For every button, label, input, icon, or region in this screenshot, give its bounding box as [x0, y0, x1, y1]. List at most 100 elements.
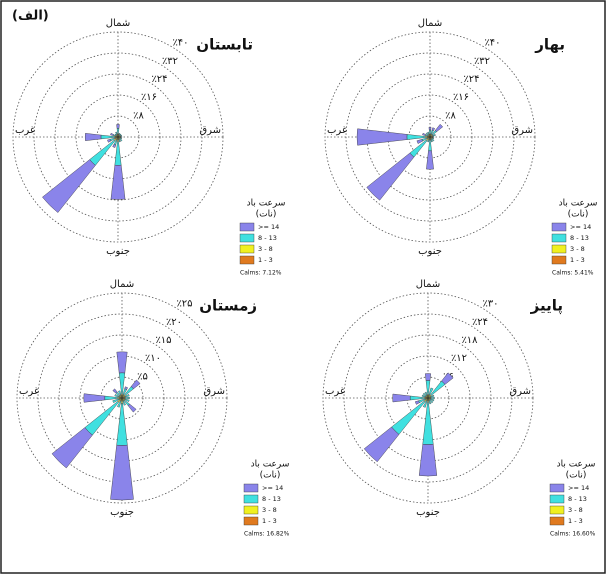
compass-label: شرق	[511, 125, 533, 136]
petal-segment	[127, 403, 137, 413]
petal-segment	[115, 131, 118, 135]
r-tick-label: ٪۳۲	[474, 56, 490, 67]
r-tick-label: ٪۲۴	[151, 74, 167, 85]
petal-segment	[118, 132, 121, 135]
petal-segment	[112, 144, 116, 148]
legend-label: >= 14	[262, 484, 283, 492]
compass-label: جنوب	[416, 507, 440, 518]
legend-swatch	[243, 505, 259, 515]
petal-segment	[83, 393, 106, 403]
legend-swatch	[243, 516, 259, 526]
legend-swatch	[239, 233, 255, 243]
legend-label: 3 - 8	[568, 506, 583, 514]
petal-segment	[392, 393, 411, 403]
petal-segment	[425, 373, 431, 381]
legend-label: 1 - 3	[258, 256, 273, 264]
petal-segment	[125, 396, 130, 400]
chart-title: بهار	[534, 36, 565, 54]
compass-label: شرق	[203, 386, 225, 397]
legend-label: 8 - 13	[258, 234, 277, 242]
petal-segment	[432, 137, 435, 140]
petal-segment	[107, 139, 111, 143]
petal-segment	[428, 127, 432, 131]
petal-segment	[114, 394, 120, 398]
petal-segment	[426, 150, 434, 170]
petal-segment	[422, 392, 427, 397]
r-tick-label: ٪۱۶	[453, 92, 469, 103]
legend-swatch	[551, 244, 567, 254]
petal-segment	[430, 398, 435, 402]
compass-label: شمال	[416, 279, 440, 290]
compass-label: جنوب	[110, 507, 134, 518]
petal-segment	[441, 372, 454, 385]
petal-segment	[430, 394, 435, 398]
legend-label: >= 14	[568, 484, 589, 492]
compass-label: غرب	[327, 125, 347, 136]
petal-segment	[112, 388, 118, 394]
petal-segment	[42, 159, 96, 213]
petal-segment	[114, 133, 117, 136]
compass-label: شرق	[199, 125, 221, 136]
legend-swatch	[551, 222, 567, 232]
r-tick-label: ٪۳۰	[482, 299, 498, 310]
petal-segment	[110, 164, 126, 200]
petal-segment	[427, 131, 430, 135]
legend-title: سرعت باد	[559, 199, 598, 209]
r-tick-label: ٪۴۰	[484, 38, 500, 49]
legend-title: (نات)	[260, 471, 281, 481]
r-tick-label: ٪۸	[445, 110, 456, 121]
compass-label: شمال	[110, 279, 134, 290]
petal-segment	[429, 399, 434, 404]
petal-segment	[414, 400, 420, 405]
petal-segment	[430, 139, 433, 143]
petal-segment	[424, 391, 428, 396]
petal-segment	[110, 444, 134, 501]
petal-segment	[124, 398, 130, 402]
compass-label: جنوب	[106, 246, 130, 257]
chart-title: تابستان	[196, 36, 253, 54]
r-tick-label: ٪۱۵	[155, 335, 171, 346]
legend-label: 1 - 3	[568, 517, 583, 525]
r-tick-label: ٪۱۶	[141, 92, 157, 103]
r-tick-label: ٪۱۰	[145, 353, 161, 364]
petal-segment	[119, 133, 122, 136]
petal-segment	[428, 129, 432, 135]
r-tick-label: ٪۲۴	[463, 74, 479, 85]
petal-segment	[427, 139, 430, 143]
legend-title: سرعت باد	[247, 199, 286, 209]
r-tick-label: ٪۸	[133, 110, 144, 121]
petal-segment	[116, 124, 120, 129]
petal-segment	[116, 351, 128, 374]
petal-segment	[124, 394, 130, 398]
petal-segment	[418, 444, 438, 477]
petal-segment	[431, 138, 435, 142]
petal-segment	[112, 398, 120, 403]
petal-segment	[430, 397, 435, 399]
legend-swatch	[549, 505, 565, 515]
legend-swatch	[243, 483, 259, 493]
compass-label: شرق	[509, 386, 531, 397]
r-tick-label: ٪۲۰	[166, 317, 182, 328]
calms-label: Calms: 16.60%	[550, 531, 596, 538]
r-tick-label: ٪۲۴	[472, 317, 488, 328]
petal-segment	[122, 400, 126, 406]
petal-segment	[366, 152, 415, 201]
petal-segment	[117, 400, 122, 408]
petal-segment	[356, 128, 408, 146]
petal-segment	[124, 386, 128, 390]
petal-segment	[421, 394, 426, 398]
petal-segment	[434, 123, 444, 133]
petal-segment	[110, 132, 114, 136]
petal-segment	[432, 136, 435, 138]
legend-label: 8 - 13	[262, 495, 281, 503]
legend-label: 8 - 13	[570, 234, 589, 242]
petal-segment	[416, 139, 423, 144]
legend-label: >= 14	[258, 223, 279, 231]
r-tick-label: ٪۴۰	[172, 38, 188, 49]
petal-segment	[432, 133, 436, 137]
petal-segment	[428, 400, 432, 405]
legend-label: 3 - 8	[258, 245, 273, 253]
compass-label: شمال	[418, 18, 442, 29]
petal-segment	[120, 134, 123, 137]
r-tick-label: ٪۱۸	[461, 335, 478, 346]
